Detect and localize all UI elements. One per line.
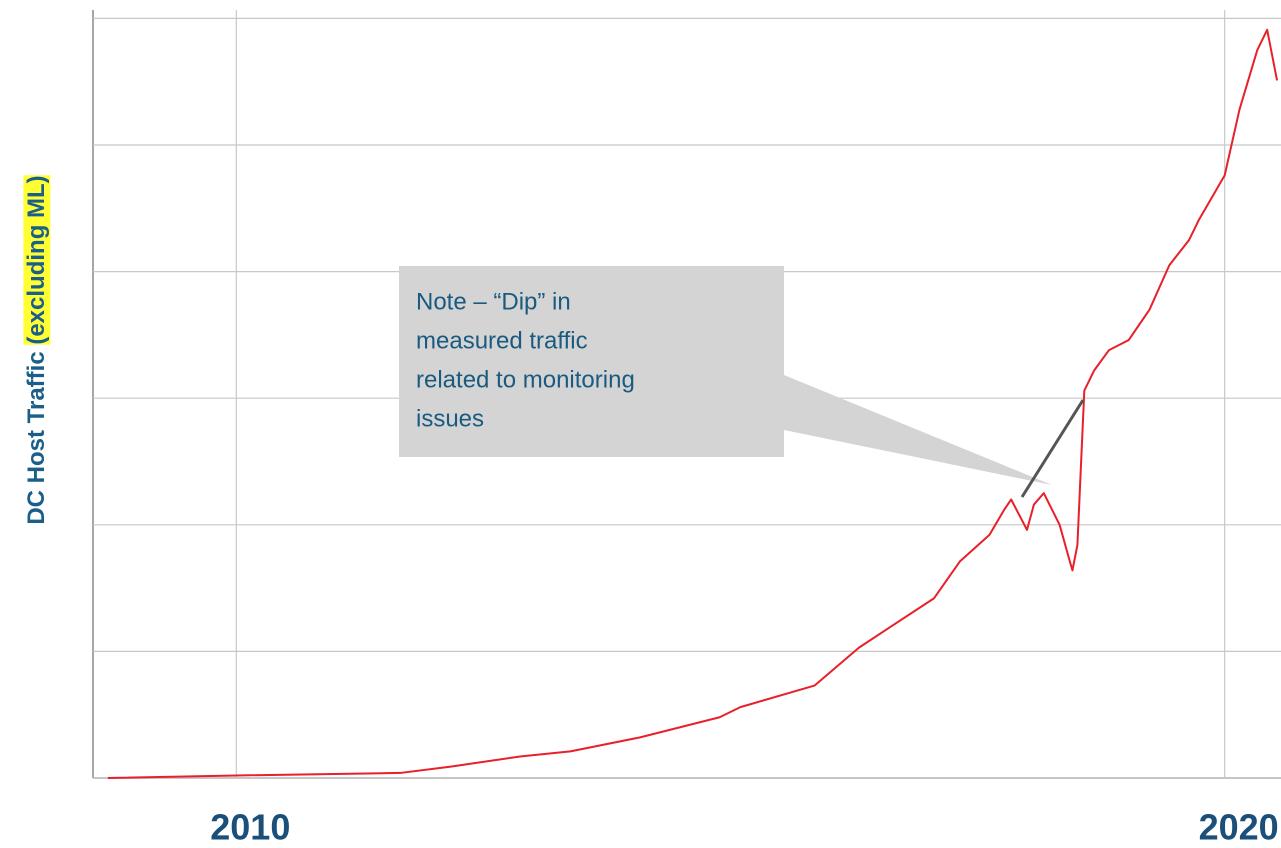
annotation-line: Note – “Dip” in: [416, 288, 571, 315]
annotation-pointer: [1020, 399, 1085, 498]
annotation-line: issues: [416, 405, 484, 432]
y-label-highlight: (excluding ML): [23, 175, 50, 344]
y-axis-label: DC Host Traffic (excluding ML): [23, 175, 50, 524]
data-line: [107, 28, 1279, 779]
x-tick-label: 2020: [1199, 807, 1279, 848]
x-tick-label: 2010: [210, 807, 290, 848]
annotation-line: measured traffic: [416, 327, 588, 354]
annotation: Note – “Dip” in measured traffic related t…: [416, 288, 635, 432]
label-highlight: [23, 175, 51, 345]
annotation-line: related to monitoring: [416, 366, 635, 393]
annotation-box: [399, 266, 1052, 485]
y-label-main: DC Host Traffic: [23, 351, 50, 524]
